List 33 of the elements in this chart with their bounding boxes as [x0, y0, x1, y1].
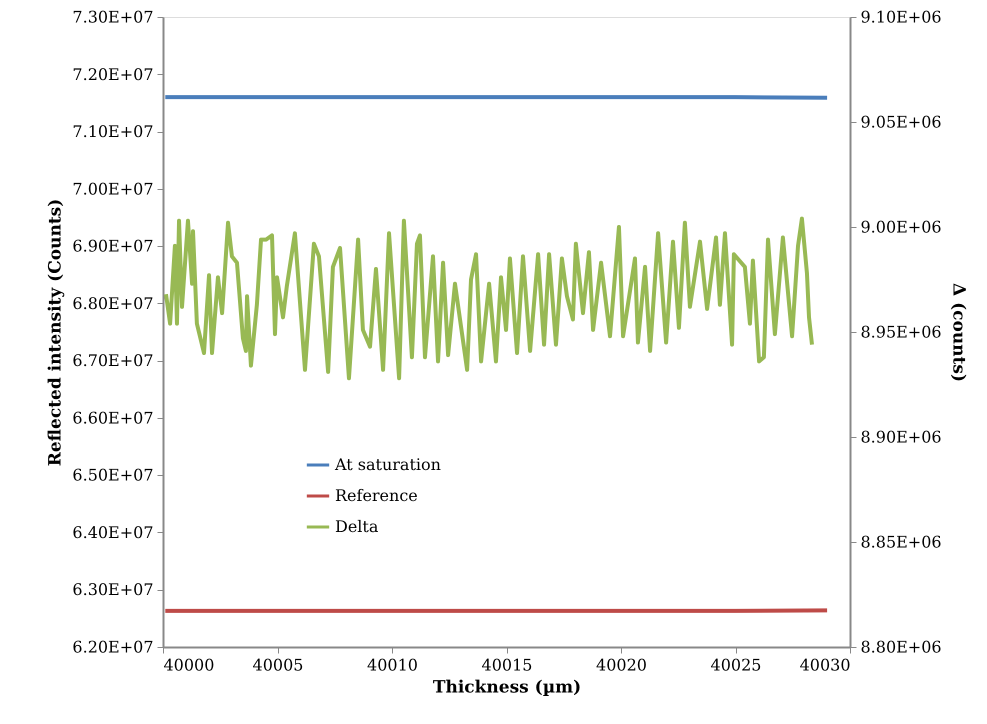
y-axis-title: Reflected intensity (Counts) [45, 198, 66, 466]
line-series [164, 216, 814, 380]
x-axis-title: Thickness (µm) [432, 678, 582, 698]
x-tick-label: 40010 [367, 656, 418, 674]
legend-label: At saturation [334, 455, 441, 474]
x-tick-label: 40030 [800, 656, 850, 674]
y-tick-label: 7.20E+07 [72, 64, 154, 84]
y2-tick-label: 8.95E+06 [860, 322, 942, 342]
x-tick-label: 40005 [252, 656, 304, 674]
y2-tick-label: 8.80E+06 [860, 638, 942, 656]
y-tick-label: 7.10E+07 [72, 122, 154, 142]
y-tick-label: 6.50E+07 [72, 466, 154, 485]
legend-label: Reference [335, 486, 418, 505]
x-tick-label: 40000 [164, 656, 214, 674]
y-tick-label: 7.30E+07 [72, 8, 154, 26]
y2-axis-title: Δ (counts) [948, 282, 969, 382]
y-tick-label: 6.30E+07 [72, 580, 154, 600]
y2-tick-label: 9.10E+06 [860, 8, 942, 26]
x-tick-label: 40025 [710, 656, 762, 674]
y-tick-label: 6.40E+07 [72, 522, 154, 542]
y2-tick-label: 9.05E+06 [860, 112, 942, 132]
y2-tick-label: 9.00E+06 [860, 218, 942, 236]
x-tick-label: 40020 [596, 656, 647, 674]
y-tick-label: 6.20E+07 [72, 638, 154, 656]
x-tick-label: 40015 [482, 656, 532, 674]
legend-label: Delta [335, 517, 379, 536]
y2-tick-label: 8.85E+06 [860, 532, 942, 552]
y-tick-label: 7.00E+07 [72, 179, 154, 198]
y2-tick-label: 8.90E+06 [860, 428, 942, 446]
y-tick-label: 6.70E+07 [72, 351, 154, 370]
y-tick-label: 6.80E+07 [72, 294, 154, 313]
y-tick-label: 6.60E+07 [72, 408, 154, 428]
y-tick-label: 6.90E+07 [72, 236, 154, 256]
